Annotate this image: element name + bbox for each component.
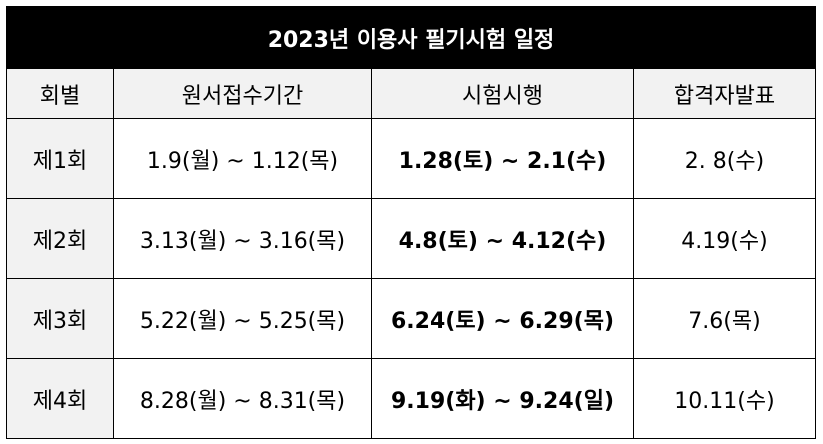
header-cell: 합격자발표: [633, 68, 816, 119]
table-title: 2023년 이용사 필기시험 일정: [6, 6, 816, 69]
table-cell: 제4회: [6, 358, 114, 439]
header-row: 회별 원서접수기간 시험시행 합격자발표: [6, 68, 816, 119]
table-row: 제4회 8.28(월) ~ 8.31(목) 9.19(화) ~ 9.24(일) 10.…: [6, 358, 816, 439]
table-cell: 1.28(토) ~ 2.1(수): [371, 118, 634, 199]
table-cell: 3.13(월) ~ 3.16(목): [113, 198, 372, 279]
table-cell: 1.9(월) ~ 1.12(목): [113, 118, 372, 199]
table-cell: 10.11(수): [633, 358, 816, 439]
table-cell: 제2회: [6, 198, 114, 279]
table-cell: 4.19(수): [633, 198, 816, 279]
table-cell: 2. 8(수): [633, 118, 816, 199]
header-cell: 시험시행: [371, 68, 634, 119]
table-cell: 제3회: [6, 278, 114, 359]
table-row: 제3회 5.22(월) ~ 5.25(목) 6.24(토) ~ 6.29(목) 7.6…: [6, 278, 816, 359]
table-cell: 제1회: [6, 118, 114, 199]
table-cell: 6.24(토) ~ 6.29(목): [371, 278, 634, 359]
table-cell: 4.8(토) ~ 4.12(수): [371, 198, 634, 279]
header-cell: 원서접수기간: [113, 68, 372, 119]
table-row: 제1회 1.9(월) ~ 1.12(목) 1.28(토) ~ 2.1(수) 2. 8(…: [6, 118, 816, 199]
title-row: 2023년 이용사 필기시험 일정: [6, 6, 816, 69]
table-cell: 5.22(월) ~ 5.25(목): [113, 278, 372, 359]
header-cell: 회별: [6, 68, 114, 119]
table-row: 제2회 3.13(월) ~ 3.16(목) 4.8(토) ~ 4.12(수) 4.19…: [6, 198, 816, 279]
table-cell: 9.19(화) ~ 9.24(일): [371, 358, 634, 439]
table-cell: 8.28(월) ~ 8.31(목): [113, 358, 372, 439]
table-cell: 7.6(목): [633, 278, 816, 359]
schedule-table: 2023년 이용사 필기시험 일정 회별 원서접수기간 시험시행 합격자발표 제1회 1…: [6, 6, 816, 439]
